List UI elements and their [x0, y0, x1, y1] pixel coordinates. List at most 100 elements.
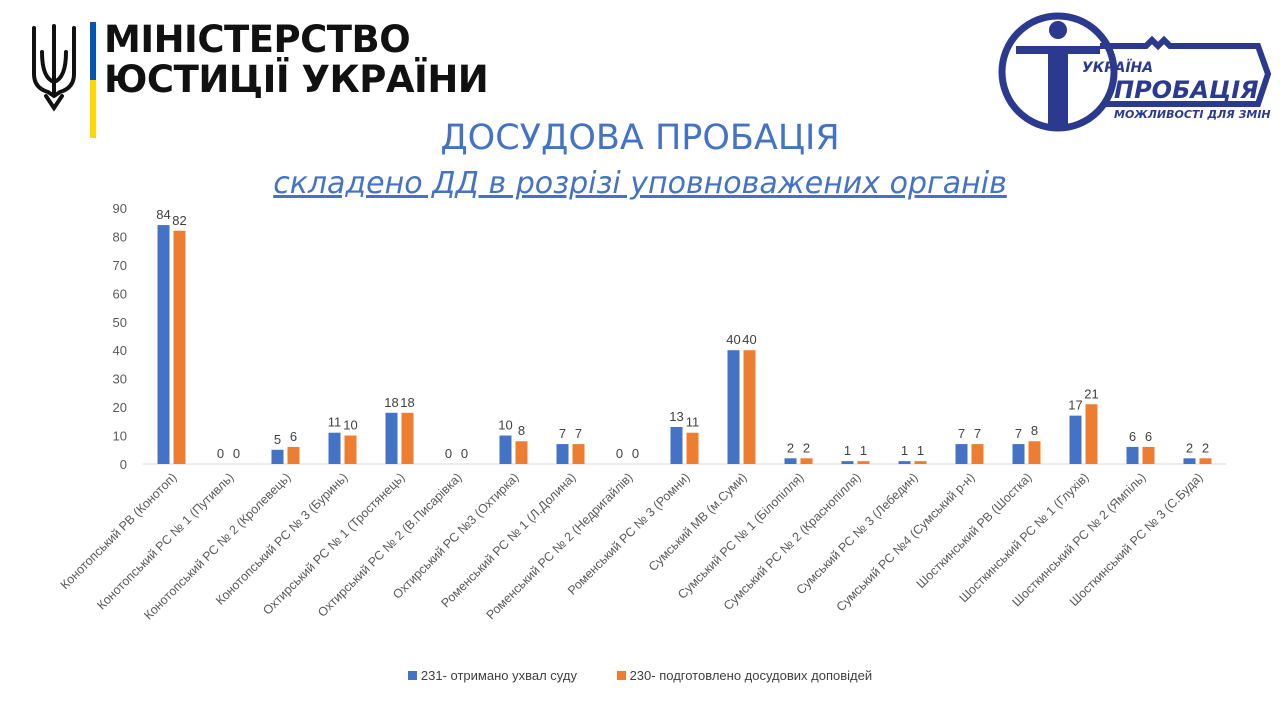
ministry-line-2: ЮСТИЦІЇ УКРАЇНИ	[104, 58, 489, 101]
data-label-series-1: 5	[274, 432, 281, 447]
probation-figure-key-logo-icon	[998, 12, 1272, 132]
bar-series-1	[841, 461, 854, 464]
data-label-series-2: 11	[686, 415, 700, 430]
x-category-label: Конотопський РВ (Конотоп)	[58, 470, 180, 592]
ministry-line-1: МІНІСТЕРСТВО	[104, 18, 411, 61]
bar-series-1	[1183, 458, 1196, 464]
legend-swatch-series-2	[616, 671, 626, 680]
bar-series-2	[344, 435, 357, 464]
y-tick-label: 70	[113, 258, 127, 273]
bar-series-1	[784, 458, 797, 464]
bar-series-1	[328, 432, 341, 464]
data-label-series-1: 10	[498, 418, 512, 433]
data-label-series-2: 8	[518, 423, 525, 438]
data-label-series-2: 82	[172, 213, 186, 228]
x-category-label: Сумський МВ (м.Суми)	[646, 470, 750, 574]
y-tick-label: 40	[113, 343, 127, 358]
data-label-series-1: 0	[445, 446, 452, 461]
probation-logo: УКРАЇНА ПРОБАЦІЯ МОЖЛИВОСТІ ДЛЯ ЗМІН	[996, 8, 1272, 138]
bar-series-1	[898, 461, 911, 464]
data-label-series-2: 40	[742, 332, 756, 347]
x-category-label: Шосткинський РВ (Шостка)	[914, 470, 1035, 591]
bar-series-2	[686, 432, 699, 464]
data-label-series-1: 0	[217, 446, 224, 461]
flag-yellow-stripe	[90, 80, 96, 138]
data-label-series-1: 1	[901, 443, 908, 458]
legend-label-series-1: 231- отримано ухвал суду	[420, 668, 577, 683]
data-label-series-1: 40	[726, 332, 740, 347]
probation-logo-line-2: ПРОБАЦІЯ	[1114, 76, 1259, 104]
bar-series-1	[385, 412, 398, 464]
data-label-series-1: 13	[669, 409, 683, 424]
data-label-series-2: 21	[1084, 386, 1098, 401]
x-category-label: Сумський РС № 3 (Лебедин)	[794, 470, 921, 597]
data-label-series-2: 7	[575, 426, 582, 441]
data-label-series-1: 84	[156, 207, 170, 222]
data-label-series-1: 6	[1129, 429, 1136, 444]
ministry-logo: МІНІСТЕРСТВО ЮСТИЦІЇ УКРАЇНИ	[22, 18, 489, 138]
probation-logo-line-1: УКРАЇНА	[1082, 60, 1154, 76]
data-label-series-2: 18	[400, 395, 414, 410]
bar-series-2	[401, 412, 414, 464]
flag-bar	[90, 22, 96, 138]
trident-emblem-icon	[32, 24, 76, 112]
y-tick-label: 30	[113, 372, 127, 387]
y-tick-label: 80	[113, 229, 127, 244]
page-title: ДОСУДОВА ПРОБАЦІЯ	[440, 118, 840, 158]
data-label-series-1: 17	[1068, 398, 1082, 413]
data-label-series-2: 0	[461, 446, 468, 461]
bar-series-2	[914, 461, 927, 464]
bar-series-2	[287, 446, 300, 464]
bar-series-2	[971, 444, 984, 464]
y-tick-label: 90	[113, 201, 127, 216]
data-label-series-2: 6	[290, 429, 297, 444]
data-label-series-1: 11	[328, 415, 342, 430]
data-label-series-1: 7	[559, 426, 566, 441]
ministry-name: МІНІСТЕРСТВО ЮСТИЦІЇ УКРАЇНИ	[104, 18, 489, 101]
bar-series-1	[1012, 444, 1025, 464]
data-label-series-2: 1	[917, 443, 924, 458]
bar-series-2	[1085, 404, 1098, 464]
data-label-series-1: 2	[787, 440, 794, 455]
bar-series-2	[173, 230, 186, 464]
bar-series-2	[1028, 441, 1041, 464]
data-label-series-2: 2	[1202, 440, 1209, 455]
bar-series-1	[670, 427, 683, 464]
data-label-series-2: 10	[343, 418, 357, 433]
data-label-series-2: 7	[974, 426, 981, 441]
x-category-label: Роменський РС № 3 (Ромни)	[565, 470, 693, 598]
bar-series-2	[857, 461, 870, 464]
legend-swatch-series-1	[407, 671, 417, 680]
data-label-series-1: 0	[616, 446, 623, 461]
data-label-series-2: 8	[1031, 423, 1038, 438]
data-label-series-1: 1	[844, 443, 851, 458]
bar-series-2	[743, 350, 756, 464]
y-tick-label: 0	[120, 457, 127, 472]
bar-series-2	[800, 458, 813, 464]
bar-series-1	[556, 444, 569, 464]
bar-series-2	[515, 441, 528, 464]
legend-item-series-1: 231- отримано ухвал суду	[407, 668, 577, 683]
data-label-series-2: 0	[632, 446, 639, 461]
y-tick-label: 20	[113, 400, 127, 415]
y-tick-label: 10	[113, 429, 127, 444]
data-label-series-2: 6	[1145, 429, 1152, 444]
bar-series-2	[1142, 446, 1155, 464]
page-subtitle: складено ДД в розрізі уповноважених орга…	[273, 166, 1007, 201]
bar-series-1	[271, 449, 284, 464]
chart-legend: 231- отримано ухвал суду 230- подготовле…	[0, 668, 1280, 683]
bar-series-1	[727, 350, 740, 464]
data-label-series-2: 2	[803, 440, 810, 455]
bar-series-2	[1199, 458, 1212, 464]
data-label-series-2: 1	[860, 443, 867, 458]
data-label-series-2: 0	[233, 446, 240, 461]
legend-label-series-2: 230- подготовлено досудових доповідей	[629, 668, 873, 683]
bar-series-1	[499, 435, 512, 464]
data-label-series-1: 2	[1186, 440, 1193, 455]
bar-series-1	[955, 444, 968, 464]
bar-series-2	[572, 444, 585, 464]
data-label-series-1: 7	[1015, 426, 1022, 441]
probation-logo-line-3: МОЖЛИВОСТІ ДЛЯ ЗМІН	[1114, 108, 1271, 121]
data-label-series-1: 7	[958, 426, 965, 441]
